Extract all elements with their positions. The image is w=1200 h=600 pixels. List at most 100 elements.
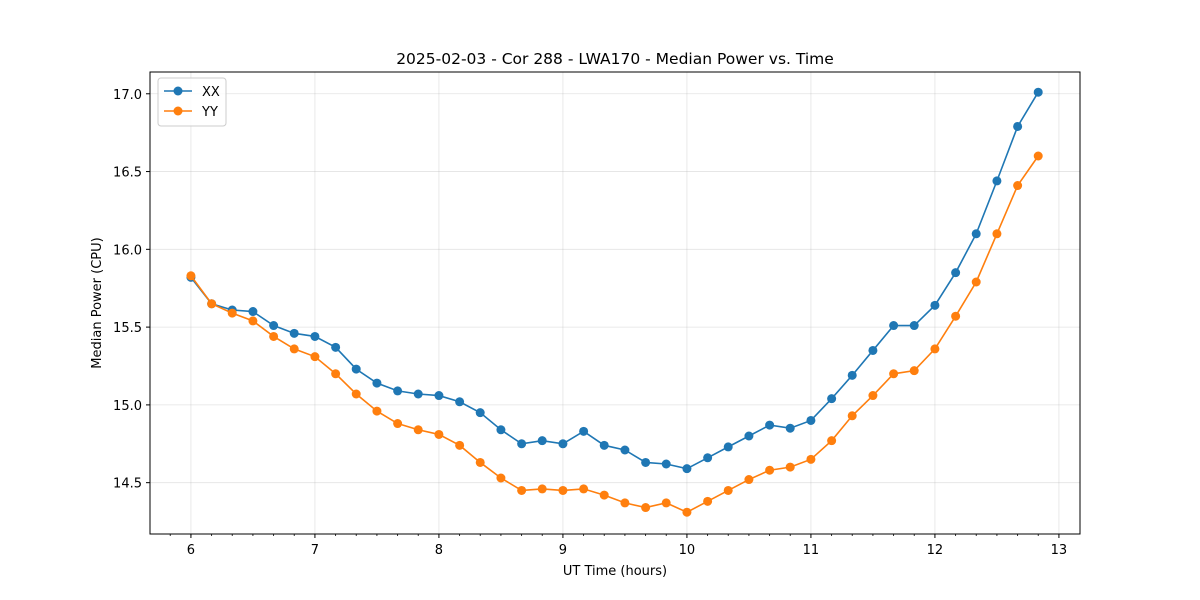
data-point-xx: [558, 439, 568, 449]
x-tick-label: 7: [311, 543, 319, 558]
data-point-xx: [248, 307, 258, 317]
data-point-xx: [785, 423, 795, 433]
data-point-yy: [434, 429, 444, 439]
data-point-yy: [269, 331, 279, 341]
y-axis-label: Median Power (CPU): [90, 237, 105, 368]
data-point-xx: [889, 321, 899, 331]
grid-lines: [150, 72, 1080, 534]
legend: XX YY: [157, 77, 227, 127]
data-point-yy: [889, 369, 899, 379]
data-point-xx: [537, 436, 547, 446]
x-tick-label: 8: [435, 543, 443, 558]
data-point-yy: [455, 440, 465, 450]
data-point-yy: [827, 436, 837, 446]
data-point-yy: [971, 277, 981, 287]
data-point-yy: [847, 411, 857, 421]
data-point-xx: [909, 321, 919, 331]
data-point-xx: [827, 394, 837, 404]
legend-marker-xx: [173, 86, 183, 96]
data-point-yy: [723, 485, 733, 495]
axis-ticks: 6 7 8 9 10 11 12 13 14.5 15.0 15.5 16.0 16.5 17.0: [113, 88, 1067, 558]
data-point-xx: [475, 408, 485, 418]
legend-label-xx: XX: [202, 85, 220, 100]
data-point-xx: [641, 457, 651, 467]
data-point-xx: [496, 425, 506, 435]
x-tick-label: 11: [803, 543, 820, 558]
data-point-yy: [351, 389, 361, 399]
data-point-xx: [1033, 87, 1043, 97]
data-point-yy: [806, 454, 816, 464]
legend-marker-yy: [173, 106, 183, 116]
chart-title: 2025-02-03 - Cor 288 - LWA170 - Median P…: [396, 50, 834, 68]
data-point-xx: [599, 440, 609, 450]
data-point-yy: [496, 473, 506, 483]
data-point-yy: [1013, 181, 1023, 191]
x-tick-label: 6: [187, 543, 195, 558]
data-point-yy: [413, 425, 423, 435]
data-point-yy: [207, 299, 217, 309]
data-point-yy: [331, 369, 341, 379]
data-point-xx: [930, 300, 940, 310]
data-point-xx: [992, 176, 1002, 186]
data-point-xx: [413, 389, 423, 399]
data-point-yy: [951, 311, 961, 321]
data-point-xx: [765, 420, 775, 430]
data-point-yy: [517, 485, 527, 495]
data-point-xx: [434, 391, 444, 401]
data-point-yy: [393, 419, 403, 429]
x-tick-label: 12: [927, 543, 944, 558]
data-point-yy: [620, 498, 630, 508]
y-tick-label: 14.5: [113, 477, 142, 492]
x-tick-label: 9: [559, 543, 567, 558]
data-point-xx: [517, 439, 527, 449]
y-tick-label: 15.0: [113, 399, 142, 414]
data-point-xx: [661, 459, 671, 469]
data-point-yy: [599, 490, 609, 500]
x-tick-label: 10: [679, 543, 696, 558]
data-point-xx: [682, 464, 692, 474]
y-tick-label: 15.5: [113, 321, 142, 336]
data-point-yy: [475, 457, 485, 467]
y-tick-label: 17.0: [113, 88, 142, 103]
data-point-xx: [1013, 121, 1023, 131]
data-point-yy: [186, 271, 196, 281]
series-layer: [186, 87, 1043, 517]
data-point-yy: [558, 485, 568, 495]
data-point-xx: [372, 378, 382, 388]
data-point-xx: [310, 331, 320, 341]
data-point-yy: [992, 229, 1002, 239]
data-point-yy: [537, 484, 547, 494]
data-point-yy: [703, 496, 713, 506]
data-point-yy: [930, 344, 940, 354]
data-point-yy: [227, 308, 237, 318]
y-tick-label: 16.0: [113, 243, 142, 258]
data-point-xx: [269, 321, 279, 331]
x-axis-label: UT Time (hours): [563, 564, 667, 579]
y-tick-label: 16.5: [113, 166, 142, 181]
data-point-yy: [868, 391, 878, 401]
data-point-xx: [744, 431, 754, 441]
data-point-yy: [661, 498, 671, 508]
data-point-xx: [579, 426, 589, 436]
data-point-xx: [868, 345, 878, 355]
data-point-xx: [289, 328, 299, 338]
data-point-xx: [723, 442, 733, 452]
series-line-xx: [190, 91, 1039, 470]
data-point-yy: [682, 507, 692, 517]
data-point-xx: [847, 370, 857, 380]
data-point-yy: [1033, 151, 1043, 161]
data-point-xx: [331, 342, 341, 352]
x-tick-label: 13: [1051, 543, 1068, 558]
data-point-yy: [785, 462, 795, 472]
data-point-yy: [372, 406, 382, 416]
data-point-xx: [971, 229, 981, 239]
data-point-yy: [579, 484, 589, 494]
data-point-yy: [765, 465, 775, 475]
plot-frame: [149, 71, 1081, 535]
data-point-xx: [455, 397, 465, 407]
data-point-xx: [620, 445, 630, 455]
data-point-yy: [310, 352, 320, 362]
data-point-yy: [641, 503, 651, 513]
legend-label-yy: YY: [201, 105, 218, 120]
